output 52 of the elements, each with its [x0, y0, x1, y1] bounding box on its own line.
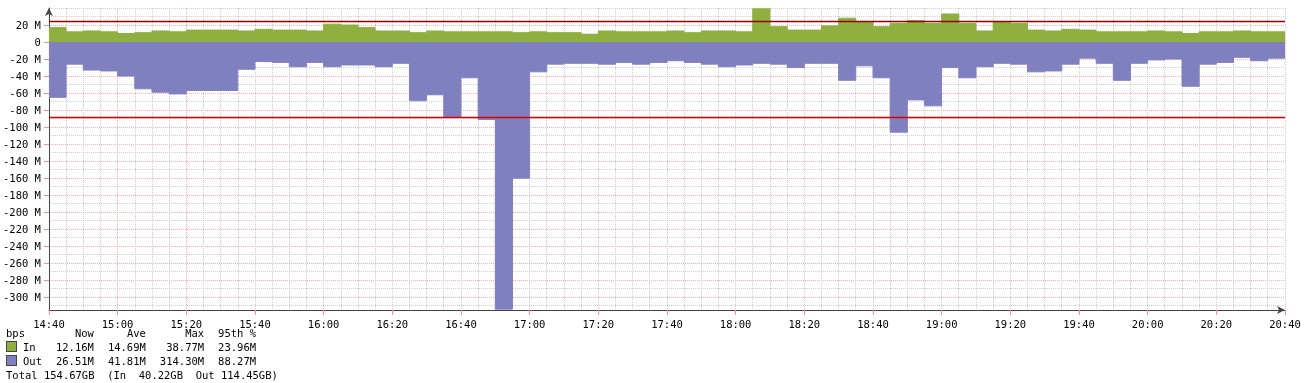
text: 88.27M [218, 354, 258, 368]
x-tick-label: 15:00 [101, 317, 134, 330]
legend-label: Out [22, 354, 43, 368]
x-tick-label: 15:40 [239, 317, 271, 330]
x-tick-label: 18:20 [788, 317, 821, 330]
y-tick-label: -300 M [2, 291, 41, 304]
text: 26.51M [55, 354, 95, 368]
text: 23.96M [218, 340, 258, 354]
x-tick-label: 16:40 [445, 317, 477, 330]
y-tick-label: -120 M [2, 138, 41, 151]
y-tick-label: -260 M [2, 257, 41, 270]
x-tick-label: 14:40 [33, 317, 65, 330]
x-tick-label: 20:20 [1200, 317, 1233, 330]
x-tick-label: 19:40 [1063, 317, 1095, 330]
y-tick-label: -140 M [2, 155, 41, 168]
x-tick-label: 15:20 [170, 317, 203, 330]
y-tick-label: -80 M [9, 104, 41, 117]
x-tick-label: 19:00 [925, 317, 958, 330]
y-tick-label: -180 M [2, 189, 41, 202]
y-tick-label: 20 M [15, 19, 41, 32]
x-tick-label: 20:40 [1269, 317, 1301, 330]
x-tick-label: 17:40 [651, 317, 683, 330]
text: Ave [126, 327, 147, 340]
text: 41.81M [107, 354, 147, 368]
y-tick-label: -160 M [2, 172, 41, 185]
x-tick-label: 18:40 [857, 317, 889, 330]
text: Total 154.67GB (In 40.22GB Out 114.45GB) [6, 368, 278, 382]
text: bps [6, 327, 25, 339]
y-tick-label: -280 M [2, 274, 41, 287]
y-tick-label: -40 M [9, 70, 41, 83]
y-tick-label: -200 M [2, 206, 41, 219]
text: 14.69M [107, 340, 147, 354]
x-tick-label: 17:00 [513, 317, 546, 330]
x-tick-label: 20:00 [1131, 317, 1164, 330]
legend-label: In [22, 340, 37, 354]
text: Max [185, 327, 206, 340]
text: 12.16M [55, 340, 95, 354]
text: 95th % [218, 327, 257, 340]
text: 314.30M [159, 354, 206, 368]
y-tick-label: -240 M [2, 240, 41, 253]
text: 38.77M [165, 340, 206, 354]
x-tick-label: 17:20 [582, 317, 615, 330]
y-tick-label: -20 M [9, 53, 41, 66]
y-tick-label: 0 [34, 36, 41, 49]
y-tick-label: -60 M [9, 87, 41, 100]
x-tick-label: 19:20 [994, 317, 1027, 330]
x-tick-label: 16:20 [376, 317, 409, 330]
y-tick-label: -100 M [2, 121, 41, 134]
text: Now [74, 327, 94, 339]
x-tick-label: 18:00 [719, 317, 752, 330]
y-tick-label: -220 M [2, 223, 41, 236]
x-tick-label: 16:00 [307, 317, 340, 330]
